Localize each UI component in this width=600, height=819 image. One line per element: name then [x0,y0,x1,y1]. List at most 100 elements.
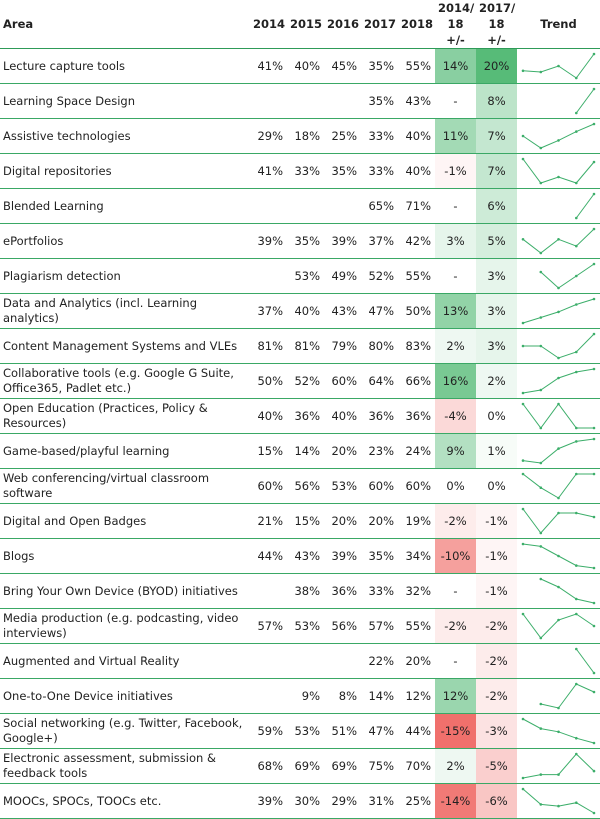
sparkline-point [521,238,525,241]
header-area: Area [0,0,250,49]
sparkline-line [522,403,594,429]
sparkline-point [575,350,578,354]
sparkline-point [557,238,560,241]
value-2015 [287,643,324,679]
table-row: Web conferencing/virtual classroom softw… [0,468,600,504]
value-2018: 66% [398,363,435,399]
value-2017: 60% [361,468,398,504]
value-2015: 30% [287,783,324,819]
area-cell: Digital repositories [0,153,250,189]
change-2014-18: 11% [435,118,476,154]
sparkline-point [575,216,578,220]
sparkline-point [521,344,525,348]
change-2017-18: -1% [476,538,517,574]
trend-sparkline [517,258,600,294]
value-2017: 22% [361,643,398,679]
sparkline-point [592,367,596,371]
sparkline-point [521,402,525,406]
sparkline-point [592,515,596,519]
area-cell: Learning Space Design [0,83,250,119]
sparkline-point [539,545,543,548]
value-2017: 35% [361,48,398,84]
header-trend: Trend [517,0,600,49]
value-2018: 70% [398,748,435,784]
value-2016: 53% [324,468,361,504]
sparkline-point [557,618,560,622]
sparkline-point [575,370,578,374]
table-row: Electronic assessment, submission & feed… [0,748,600,784]
value-2014 [250,83,287,119]
change-2014-18: 12% [435,678,476,714]
change-2017-18: 0% [476,468,517,504]
sparkline-point [575,303,578,306]
value-2014: 39% [250,783,287,819]
table-row: Data and Analytics (incl. Learning analy… [0,293,600,329]
table-row: Blended Learning 65% 71% -6% [0,188,600,224]
area-cell: Digital and Open Badges [0,503,250,539]
value-2018: 12% [398,678,435,714]
sparkline-line [522,438,595,464]
table-row: Content Management Systems and VLEs 81% 81… [0,328,600,364]
value-2016: 43% [324,293,361,329]
change-2017-18: 2% [476,363,517,399]
value-2015: 38% [287,573,324,609]
value-2014: 57% [250,608,287,644]
trend-sparkline [517,783,600,819]
change-2017-18: 6% [476,188,517,224]
table-row: Lecture capture tools 41% 40% 45% 35% 55% 14% 2… [0,48,600,84]
value-2016: 56% [324,608,361,644]
sparkline-point [592,690,596,694]
sparkline-point [539,577,543,581]
sparkline-svg [521,542,596,570]
table-row: Augmented and Virtual Reality 22% 20% - -2% [0,643,600,679]
change-2014-18: 16% [435,363,476,399]
sparkline-point [539,270,543,274]
value-2017: 47% [361,713,398,749]
value-2016: 51% [324,713,361,749]
value-2015: 43% [287,538,324,574]
sparkline-svg [521,787,596,815]
trend-sparkline [517,713,600,749]
area-cell: Blended Learning [0,188,250,224]
header-2018: 2018 [398,0,435,49]
area-cell: Content Management Systems and VLEs [0,328,250,364]
change-2014-18: -15% [435,713,476,749]
sparkline-svg [521,122,596,150]
sparkline-line [522,788,595,814]
change-2017-18: 8% [476,83,517,119]
value-2014: 68% [250,748,287,784]
sparkline-point [539,344,543,348]
sparkline-point [592,52,596,56]
sparkline-point [575,181,578,185]
table-row: Social networking (e.g. Twitter, Faceboo… [0,713,600,749]
value-2017: 36% [361,398,398,434]
value-2017: 52% [361,258,398,294]
value-2015: 53% [287,713,324,749]
header-row: Area 2014 2015 2016 2017 2018 2014/ 18 +… [0,0,600,49]
header-2015: 2015 [287,0,324,49]
sparkline-point [592,472,596,476]
value-2018: 44% [398,713,435,749]
trend-sparkline [517,503,600,539]
value-2015: 18% [287,118,324,154]
sparkline-point [575,274,578,278]
sparkline-svg [521,402,596,430]
sparkline-point [539,70,543,74]
sparkline-point [521,134,525,138]
value-2016: 40% [324,398,361,434]
change-2017-18: 7% [476,153,517,189]
sparkline-svg [521,612,596,640]
sparkline-point [557,175,560,179]
value-2018: 40% [398,118,435,154]
value-2015: 53% [287,608,324,644]
value-2015: 35% [287,223,324,259]
change-2014-18: -2% [435,608,476,644]
table-row: Assistive technologies 29% 18% 25% 33% 40% 11%… [0,118,600,154]
sparkline-point [592,332,596,336]
sparkline-point [557,447,560,450]
sparkline-svg [521,367,596,395]
value-2014: 40% [250,398,287,434]
header-2014: 2014 [250,0,287,49]
value-2014: 15% [250,433,287,469]
area-cell: Assistive technologies [0,118,250,154]
